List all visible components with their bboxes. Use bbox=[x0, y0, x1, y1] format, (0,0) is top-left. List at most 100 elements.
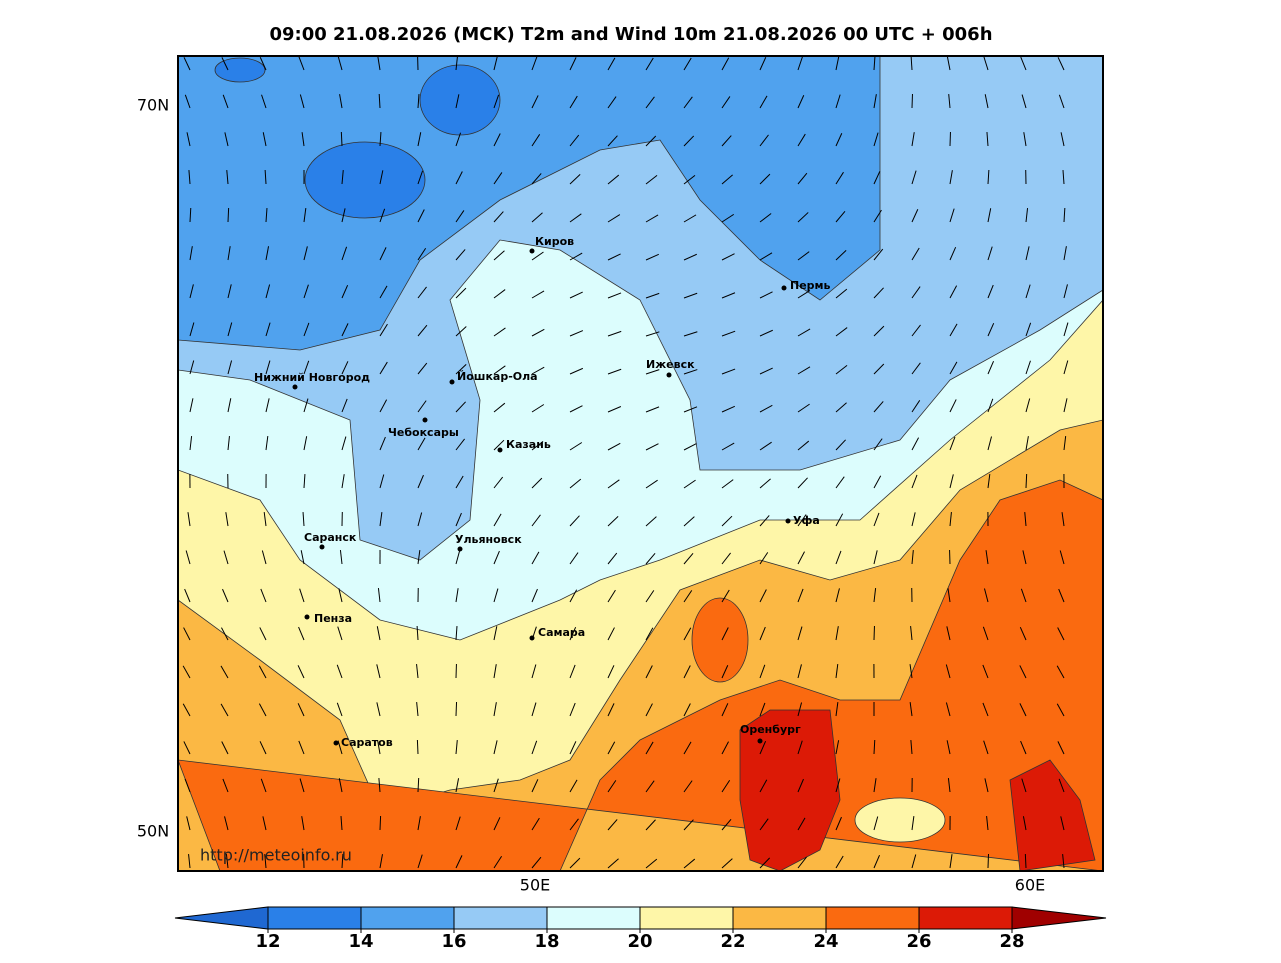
wind-barb bbox=[945, 664, 951, 679]
wind-barb bbox=[264, 854, 267, 869]
wind-barb bbox=[797, 95, 805, 109]
wind-barb bbox=[759, 702, 766, 717]
wind-barb bbox=[797, 133, 806, 147]
wind-barb bbox=[1020, 740, 1027, 755]
wind-barb bbox=[1063, 246, 1067, 261]
wind-barb bbox=[569, 702, 576, 717]
wind-barb bbox=[338, 778, 343, 793]
wind-barb bbox=[607, 479, 620, 489]
wind-barb bbox=[947, 778, 951, 793]
wind-barb bbox=[189, 360, 195, 375]
wind-barb bbox=[259, 741, 267, 755]
wind-barb bbox=[797, 626, 803, 641]
wind-barb bbox=[759, 252, 773, 261]
wind-barb bbox=[759, 779, 768, 793]
wind-barb bbox=[909, 702, 913, 717]
wind-barb bbox=[337, 56, 343, 71]
colorbar-segment bbox=[267, 906, 362, 930]
wind-barb bbox=[987, 853, 990, 869]
wind-barb bbox=[911, 854, 917, 869]
wind-barb bbox=[378, 778, 381, 793]
wind-barb bbox=[645, 516, 657, 527]
wind-barb bbox=[493, 211, 504, 223]
lat-label: 50N bbox=[137, 822, 169, 841]
wind-barb bbox=[297, 703, 305, 717]
wind-barb bbox=[949, 208, 955, 223]
wind-barb bbox=[835, 855, 844, 869]
wind-barb bbox=[379, 285, 388, 299]
wind-barb bbox=[1058, 778, 1065, 793]
wind-barb bbox=[262, 816, 267, 831]
wind-barb bbox=[455, 588, 459, 603]
wind-barb bbox=[683, 479, 696, 489]
wind-barb bbox=[531, 588, 538, 603]
wind-barb bbox=[379, 208, 386, 223]
city-dot bbox=[457, 546, 463, 552]
wind-barb bbox=[986, 816, 989, 831]
city-dot bbox=[529, 248, 535, 254]
wind-barb bbox=[759, 329, 773, 337]
wind-barb bbox=[645, 96, 655, 109]
wind-barb bbox=[873, 550, 878, 565]
wind-barb bbox=[265, 360, 271, 375]
wind-barb bbox=[569, 442, 583, 451]
colorbar-tick-label: 16 bbox=[441, 931, 466, 952]
colorbar-segment bbox=[360, 906, 455, 930]
colorbar-tick-label: 26 bbox=[906, 931, 931, 952]
wind-barb bbox=[379, 512, 383, 527]
wind-barb bbox=[607, 57, 616, 71]
city-label: Саранск bbox=[304, 531, 357, 544]
wind-barb bbox=[341, 398, 348, 413]
map-title: 09:00 21.08.2026 (MCK) T2m and Wind 10m … bbox=[269, 24, 992, 45]
wind-barb bbox=[417, 550, 421, 565]
wind-barb bbox=[911, 286, 921, 299]
wind-barb bbox=[569, 589, 578, 603]
wind-barb bbox=[303, 322, 310, 337]
wind-barb bbox=[493, 172, 503, 185]
wind-barb bbox=[379, 854, 383, 869]
wind-barb bbox=[645, 703, 653, 717]
wind-barb bbox=[721, 780, 731, 793]
wind-barb bbox=[225, 512, 229, 527]
city-label: Пенза bbox=[314, 612, 352, 625]
wind-barb bbox=[1023, 132, 1027, 147]
wind-barb bbox=[417, 474, 424, 489]
wind-barb bbox=[1063, 398, 1068, 413]
wind-barb bbox=[835, 94, 841, 109]
wind-barb bbox=[455, 475, 464, 489]
wind-barb bbox=[569, 174, 581, 185]
wind-barb bbox=[911, 362, 921, 375]
wind-barb bbox=[183, 627, 191, 641]
wind-barb bbox=[493, 365, 506, 375]
wind-barb bbox=[949, 399, 957, 413]
wind-barb bbox=[493, 439, 505, 451]
wind-barb bbox=[683, 214, 697, 223]
wind-barb bbox=[607, 292, 622, 299]
wind-barb bbox=[569, 857, 581, 869]
wind-barb bbox=[531, 702, 537, 717]
wind-barb bbox=[188, 170, 191, 185]
wind-barb bbox=[184, 94, 191, 109]
city-dot bbox=[781, 285, 787, 291]
wind-barb bbox=[336, 664, 343, 679]
colorbar-tick-label: 20 bbox=[627, 931, 652, 952]
wind-barb bbox=[1022, 550, 1027, 565]
wind-barb bbox=[183, 57, 191, 71]
colorbar-tick-label: 18 bbox=[534, 931, 559, 952]
wind-barb bbox=[946, 740, 951, 755]
wind-barb bbox=[569, 134, 580, 147]
wind-barb bbox=[493, 664, 497, 679]
wind-barb bbox=[910, 56, 913, 71]
wind-barb bbox=[377, 740, 381, 755]
wind-barb bbox=[182, 703, 191, 717]
wind-barb bbox=[982, 664, 989, 679]
wind-barb bbox=[759, 95, 768, 109]
city-label: Ульяновск bbox=[455, 533, 522, 546]
wind-barb bbox=[299, 778, 305, 793]
wind-barb bbox=[339, 550, 343, 565]
wind-barb bbox=[222, 94, 229, 109]
wind-barb bbox=[645, 741, 654, 755]
wind-barb bbox=[721, 292, 736, 299]
wind-barb bbox=[1060, 816, 1065, 831]
wind-barb bbox=[835, 476, 845, 489]
